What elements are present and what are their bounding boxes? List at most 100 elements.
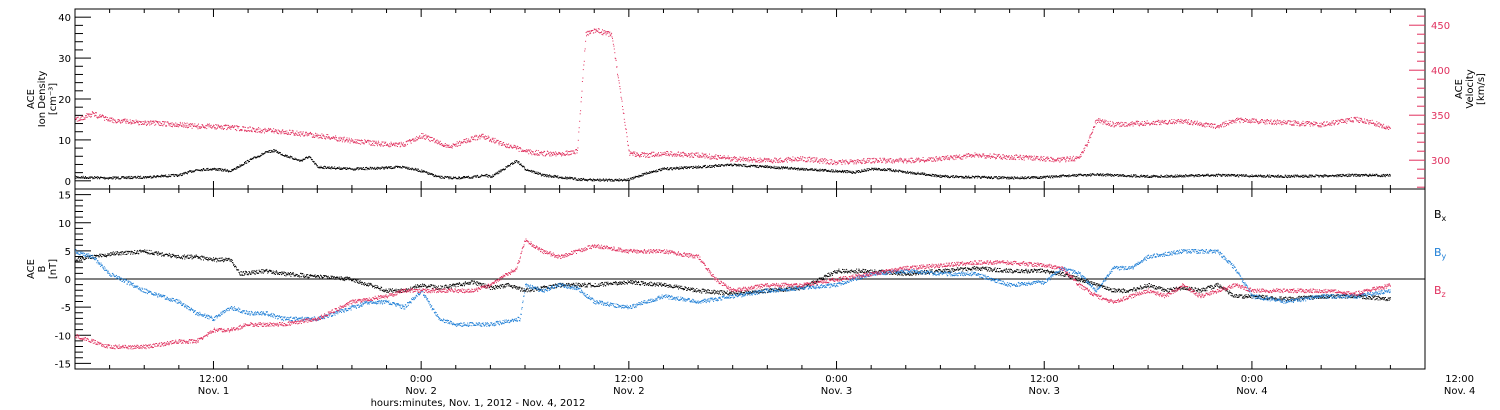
velocity-series-point bbox=[217, 126, 219, 128]
velocity-series-point bbox=[443, 144, 445, 146]
velocity-series-point bbox=[262, 130, 264, 132]
velocity-series-point bbox=[226, 124, 228, 126]
velocity-series-point bbox=[267, 129, 269, 131]
density-series-point bbox=[341, 169, 343, 170]
density-series-point bbox=[987, 177, 989, 179]
density-series-point bbox=[382, 168, 384, 170]
velocity-series-point bbox=[931, 161, 933, 162]
density-series-point bbox=[889, 169, 891, 170]
density-series-point bbox=[1206, 174, 1208, 176]
velocity-series-point bbox=[207, 123, 209, 125]
density-series-point bbox=[1107, 173, 1109, 175]
density-series-point bbox=[592, 179, 593, 181]
velocity-series-point bbox=[189, 123, 191, 125]
density-series-point bbox=[724, 165, 725, 167]
density-series-point bbox=[1098, 174, 1099, 176]
velocity-series-point bbox=[500, 145, 502, 146]
density-series-point bbox=[1144, 176, 1146, 178]
velocity-series-point bbox=[91, 111, 93, 113]
velocity-series-point bbox=[729, 157, 731, 159]
density-series-point bbox=[1113, 175, 1115, 177]
velocity-series-point bbox=[708, 156, 710, 158]
velocity-series-point bbox=[971, 154, 973, 156]
density-series-point bbox=[556, 175, 557, 177]
density-series-point bbox=[239, 166, 241, 168]
velocity-series-point bbox=[898, 161, 899, 163]
density-series-point bbox=[112, 176, 114, 178]
velocity-series-point bbox=[853, 159, 855, 161]
density-series-point bbox=[404, 166, 406, 168]
velocity-series-point bbox=[693, 153, 695, 155]
density-series-point bbox=[1280, 175, 1282, 176]
density-series-point bbox=[1262, 176, 1264, 178]
density-series-point bbox=[1021, 176, 1023, 178]
density-series-point bbox=[377, 168, 378, 170]
density-series-point bbox=[595, 179, 597, 181]
velocity-series-point bbox=[295, 132, 296, 134]
density-series-point bbox=[1170, 174, 1172, 176]
velocity-series-point bbox=[630, 151, 632, 153]
density-series-point bbox=[1193, 175, 1195, 176]
density-series-point bbox=[547, 175, 549, 177]
density-series-point bbox=[454, 176, 456, 178]
velocity-series-point bbox=[399, 143, 401, 145]
density-series-point bbox=[783, 166, 785, 168]
velocity-series-point bbox=[621, 98, 623, 100]
density-series-point bbox=[776, 168, 778, 169]
density-series-point bbox=[167, 176, 168, 178]
velocity-series-point bbox=[958, 155, 960, 157]
density-series-point bbox=[213, 167, 215, 169]
density-series-point bbox=[1278, 176, 1280, 178]
density-series-point bbox=[990, 176, 992, 178]
density-series-point bbox=[1372, 173, 1374, 175]
density-series-point bbox=[1195, 175, 1197, 177]
density-series-point bbox=[1380, 176, 1382, 178]
velocity-series-point bbox=[281, 132, 283, 134]
velocity-series-point bbox=[171, 122, 173, 124]
density-series-point bbox=[1016, 176, 1018, 178]
density-series-point bbox=[126, 178, 127, 180]
velocity-series-point bbox=[125, 121, 127, 123]
velocity-series-point bbox=[349, 139, 351, 141]
velocity-series-point bbox=[730, 160, 732, 162]
velocity-series-point bbox=[111, 121, 113, 123]
velocity-series-point bbox=[194, 123, 196, 125]
top-right-tick-label: 350 bbox=[1431, 111, 1450, 122]
velocity-series-point bbox=[435, 140, 437, 142]
velocity-series-point bbox=[542, 152, 544, 154]
velocity-series-point bbox=[123, 120, 125, 122]
velocity-series-point bbox=[522, 149, 524, 151]
velocity-series-point bbox=[145, 121, 147, 123]
velocity-series-point bbox=[446, 144, 448, 146]
density-series-point bbox=[440, 177, 442, 179]
density-series-point bbox=[830, 171, 832, 173]
velocity-series-point bbox=[665, 154, 667, 156]
density-series-point bbox=[1253, 176, 1255, 177]
density-series-point bbox=[278, 152, 280, 154]
density-series-point bbox=[227, 169, 229, 171]
velocity-series-point bbox=[597, 30, 599, 32]
density-series-point bbox=[307, 157, 309, 159]
velocity-series-point bbox=[701, 152, 703, 154]
velocity-series-point bbox=[208, 123, 210, 125]
density-series-point bbox=[207, 169, 209, 171]
density-series-point bbox=[895, 169, 897, 171]
velocity-series-point bbox=[407, 143, 408, 145]
density-series-point bbox=[1034, 177, 1036, 179]
velocity-series-point bbox=[103, 117, 105, 119]
velocity-series-point bbox=[942, 156, 944, 157]
density-series-point bbox=[667, 167, 669, 169]
velocity-series-point bbox=[406, 141, 408, 143]
velocity-series-point bbox=[181, 125, 183, 127]
density-series-point bbox=[1182, 174, 1184, 176]
density-series-point bbox=[811, 168, 812, 170]
density-series-point bbox=[902, 170, 904, 172]
velocity-series-point bbox=[338, 138, 340, 140]
velocity-series-point bbox=[682, 156, 684, 158]
density-series-point bbox=[323, 168, 325, 170]
velocity-series-point bbox=[210, 126, 212, 128]
velocity-series-point bbox=[764, 158, 766, 160]
velocity-series-point bbox=[451, 147, 453, 149]
density-series-point bbox=[1043, 176, 1045, 178]
velocity-series-point bbox=[836, 161, 838, 163]
